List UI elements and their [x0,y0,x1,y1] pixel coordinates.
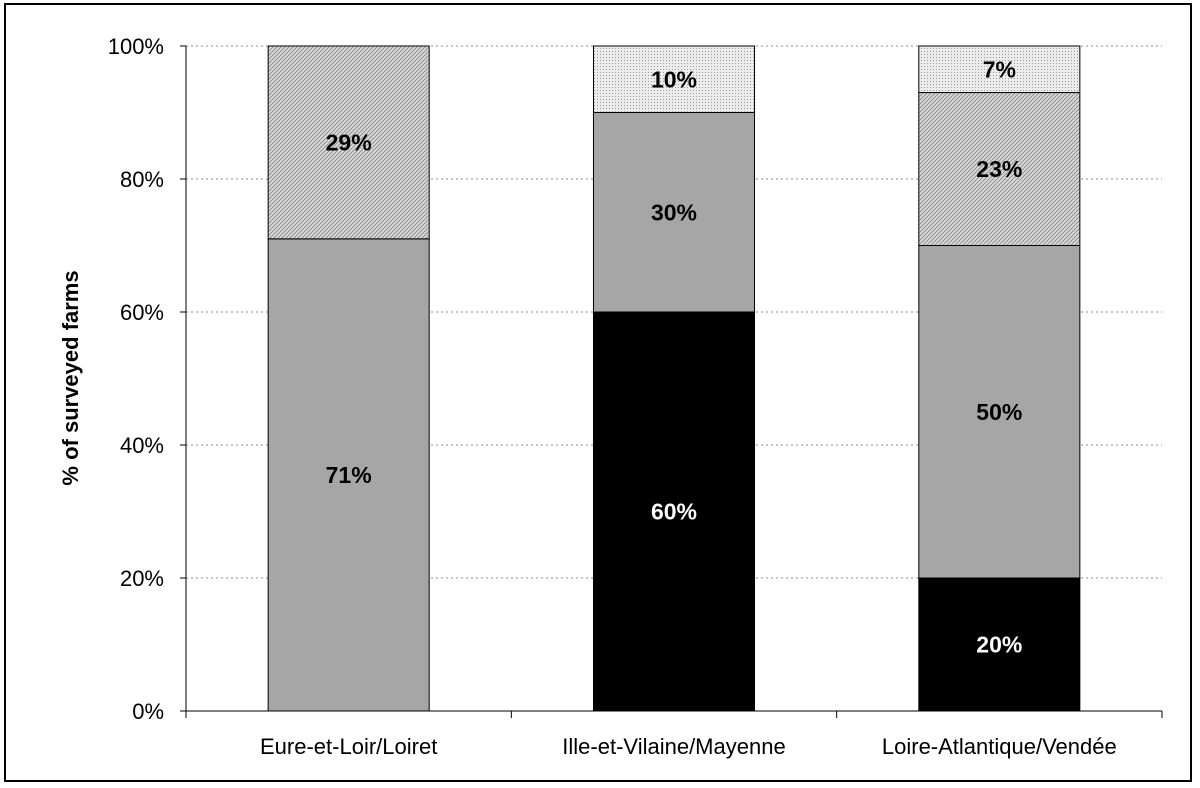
data-label: 60% [651,499,697,525]
bar-segment [592,311,756,712]
x-category-label: Loire-Atlantique/Vendée [882,734,1117,759]
y-axis-title: % of surveyed farms [58,270,83,485]
bar-segment [592,45,756,113]
bar-segment [267,238,430,712]
data-label: 20% [976,632,1022,658]
data-label: 10% [651,66,697,92]
bar-segment [918,577,1081,712]
y-tick-label: 40% [120,433,164,458]
bar-segment [592,112,756,313]
y-tick-label: 100% [108,34,164,59]
data-label: 71% [326,462,372,488]
x-category-label: Eure-et-Loir/Loiret [260,734,437,759]
data-label: 29% [326,129,372,155]
data-label: 7% [983,56,1016,82]
y-tick-label: 20% [120,566,164,591]
axes [180,45,1163,718]
labels: 0% 20% 40% 60% 80% 100% 71% 29% Eure-et-Loir/Loi… [108,34,1117,759]
data-label: 50% [976,399,1022,425]
x-category-label: Ille-et-Vilaine/Mayenne [562,734,785,759]
y-tick-label: 80% [120,167,164,192]
bar-segment [267,45,430,240]
y-tick-label: 0% [132,699,164,724]
bar-segment [918,92,1081,246]
bar-segment [918,245,1081,579]
bar-segment [918,45,1081,94]
y-tick-label: 60% [120,300,164,325]
bars [267,45,1081,712]
data-label: 30% [651,199,697,225]
data-label: 23% [976,156,1022,182]
